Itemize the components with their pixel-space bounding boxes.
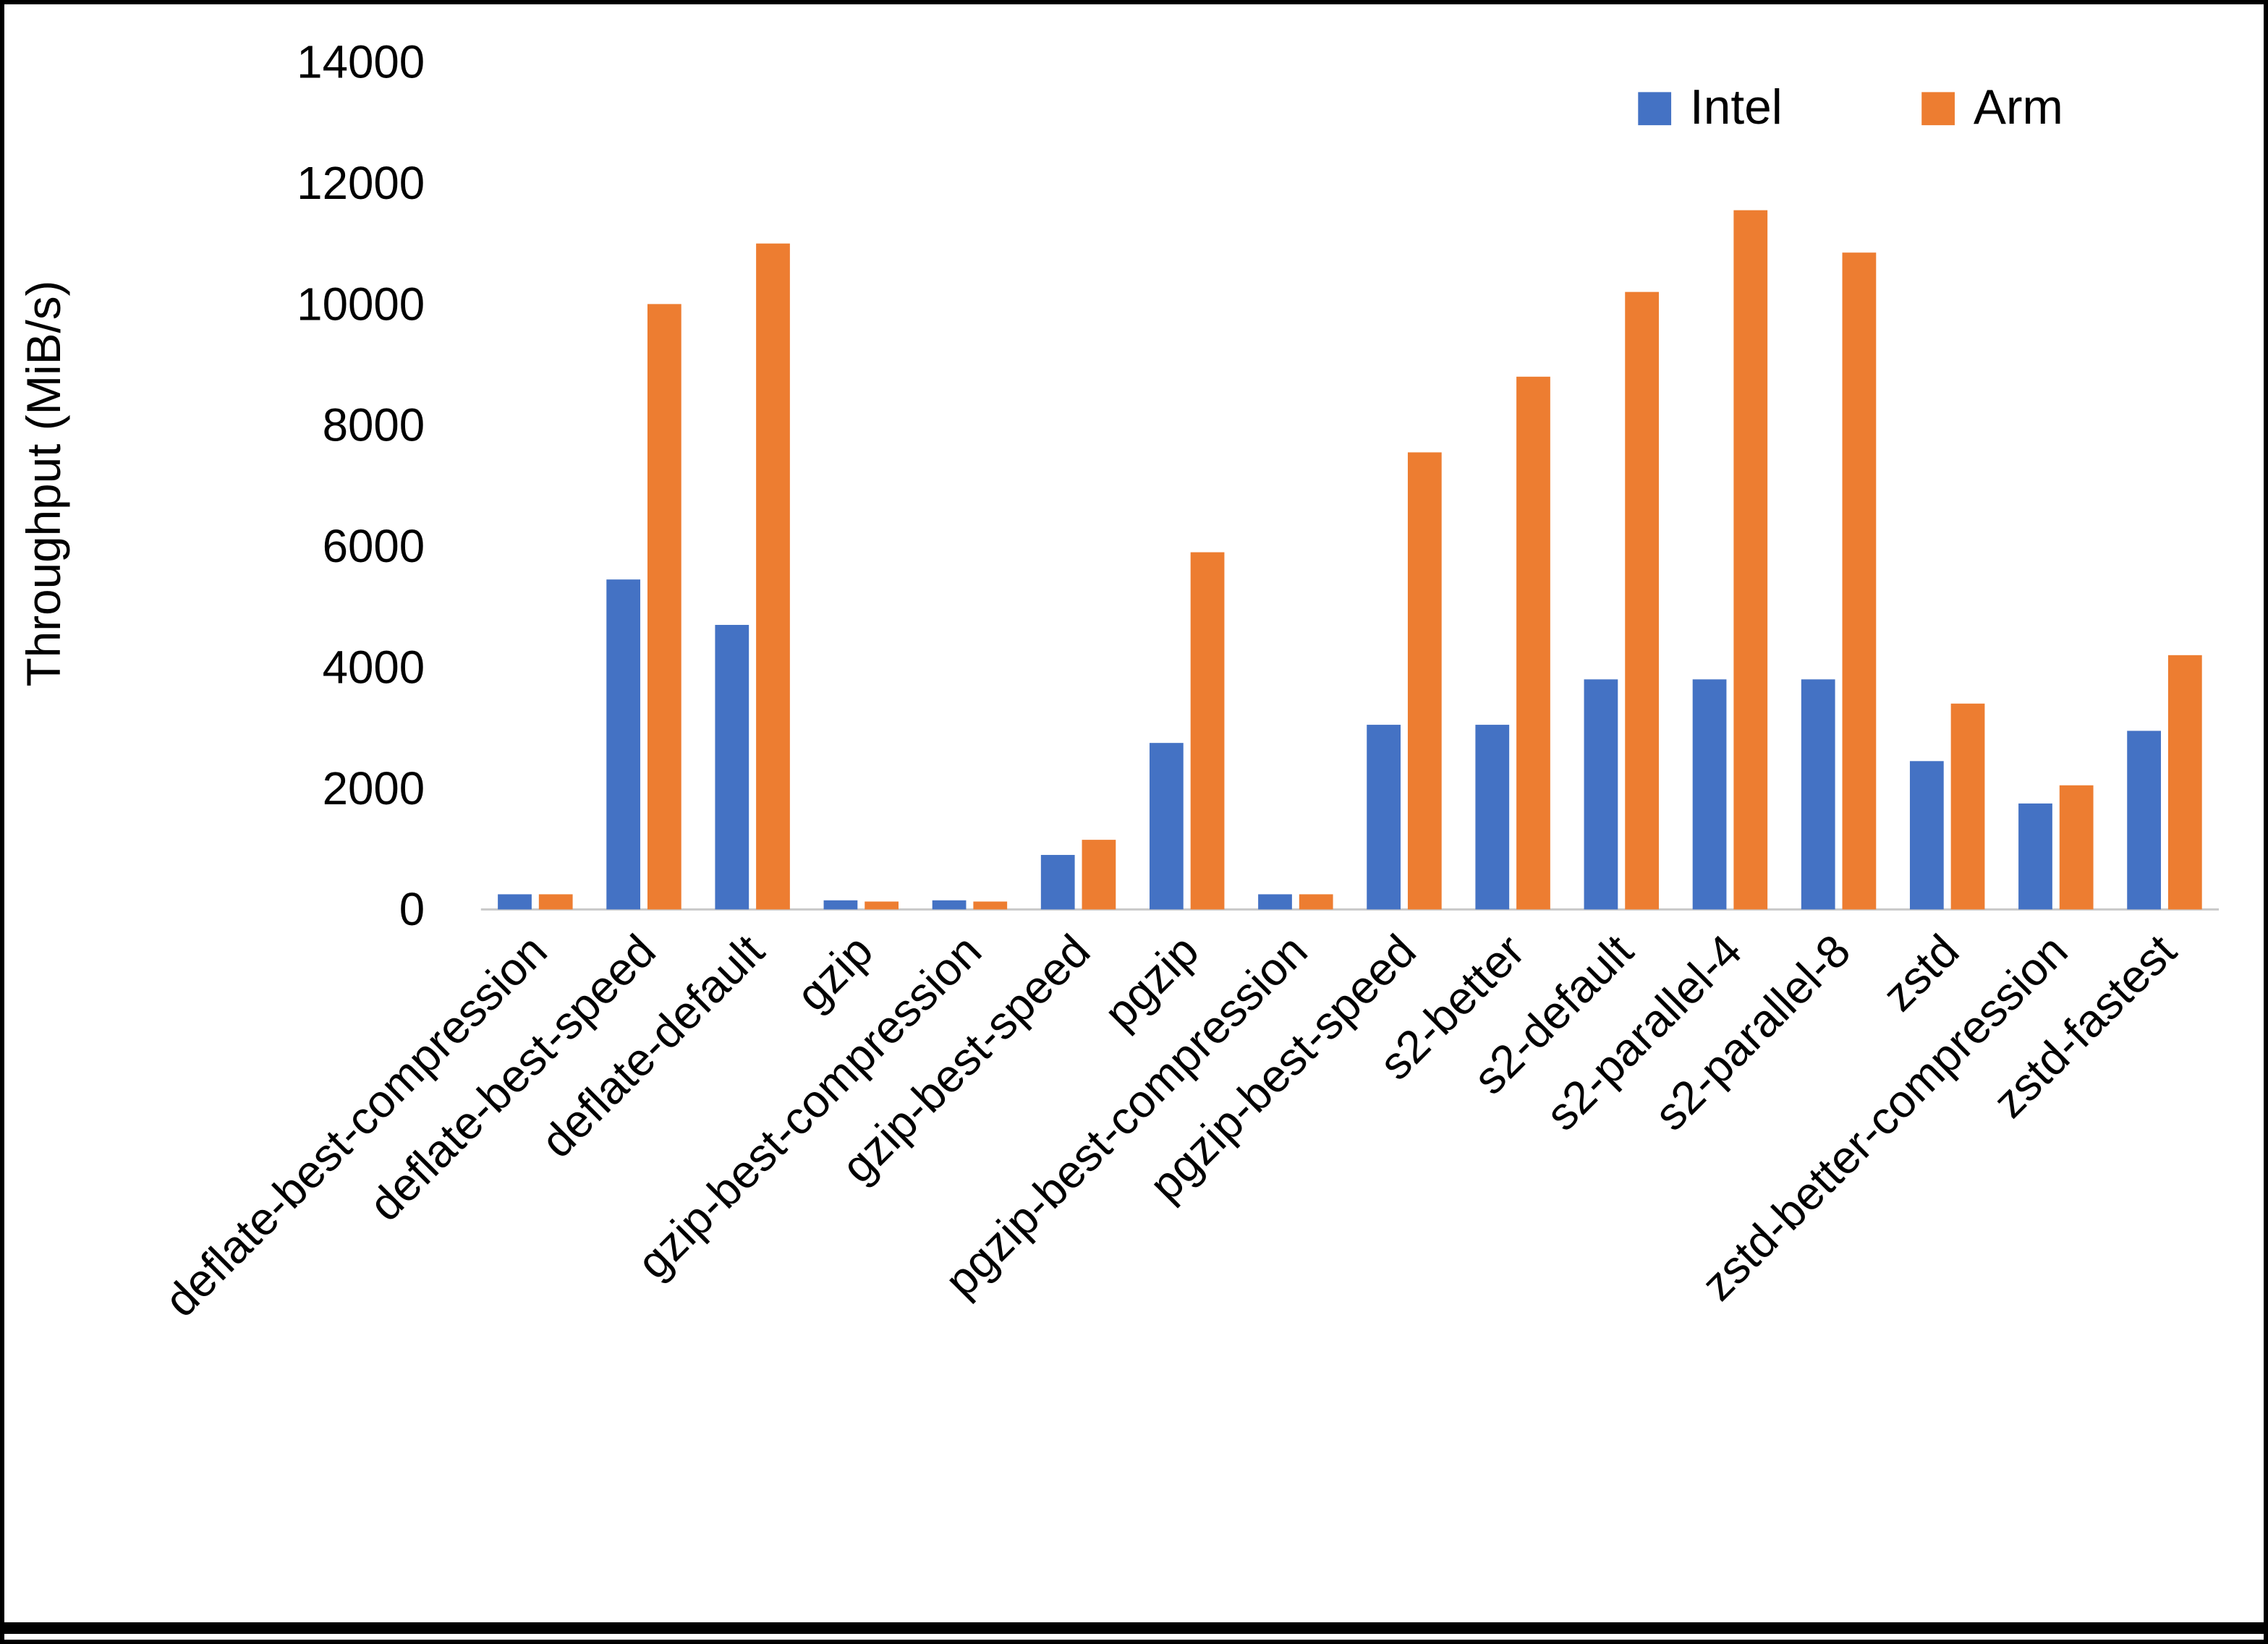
bar-intel-gzip-best-speed	[1040, 855, 1075, 910]
y-tick-label: 2000	[323, 763, 425, 814]
bar-arm-gzip-best-speed	[1082, 840, 1116, 910]
bar-intel-pgzip	[1149, 743, 1184, 910]
bar-intel-s2-parallel-8	[1801, 679, 1835, 910]
bottom-rule	[4, 1622, 2264, 1634]
y-tick-label: 12000	[297, 158, 425, 209]
legend-swatch-intel	[1638, 92, 1672, 126]
y-tick-label: 8000	[323, 400, 425, 451]
bar-arm-deflate-default	[756, 243, 790, 910]
x-category-label: gzip	[786, 925, 883, 1021]
bar-arm-s2-parallel-4	[1733, 210, 1768, 910]
bar-intel-s2-better	[1475, 725, 1510, 910]
bar-arm-zstd-fastest	[2167, 655, 2202, 910]
legend-label-arm: Arm	[1974, 80, 2063, 135]
y-tick-label: 4000	[323, 642, 425, 693]
bar-arm-pgzip-best-compression	[1299, 894, 1333, 910]
bar-arm-s2-better	[1516, 376, 1550, 910]
bar-arm-s2-parallel-8	[1842, 252, 1877, 910]
bar-intel-pgzip-best-compression	[1258, 894, 1292, 910]
bar-intel-pgzip-best-speed	[1367, 725, 1401, 910]
bar-intel-gzip	[823, 900, 858, 910]
bar-arm-deflate-best-compression	[538, 894, 573, 910]
bar-intel-zstd-fastest	[2127, 731, 2161, 910]
x-category-label: zstd	[1873, 925, 1969, 1021]
bar-intel-deflate-best-speed	[606, 579, 641, 910]
bar-arm-gzip-best-compression	[973, 901, 1008, 910]
bar-arm-gzip	[865, 901, 899, 910]
y-axis-title: Throughput (MiB/s)	[17, 281, 70, 687]
bar-arm-pgzip-best-speed	[1407, 452, 1442, 910]
bar-arm-deflate-best-speed	[647, 304, 681, 910]
y-tick-label: 0	[399, 884, 425, 935]
plot-area: 02000400060008000100001200014000deflate-…	[155, 36, 2220, 1326]
bar-arm-zstd-better-compression	[2059, 785, 2094, 910]
bar-intel-deflate-default	[715, 624, 749, 910]
y-tick-label: 14000	[297, 36, 425, 88]
bar-arm-s2-default	[1625, 291, 1659, 910]
bar-arm-pgzip	[1190, 552, 1225, 910]
bar-arm-zstd	[1950, 703, 1985, 910]
bar-intel-zstd-better-compression	[2018, 803, 2052, 910]
legend-label-intel: Intel	[1690, 80, 1783, 135]
bar-intel-gzip-best-compression	[932, 900, 967, 910]
legend-swatch-arm	[1921, 92, 1955, 126]
y-tick-label: 10000	[297, 278, 425, 330]
bar-intel-zstd	[1909, 761, 1944, 910]
legend: Intel Arm	[1638, 80, 2063, 135]
bar-intel-deflate-best-compression	[498, 894, 532, 910]
bar-chart: 02000400060008000100001200014000deflate-…	[17, 36, 2220, 1326]
y-tick-label: 6000	[323, 521, 425, 572]
bar-intel-s2-default	[1584, 679, 1618, 910]
bar-intel-s2-parallel-4	[1692, 679, 1727, 910]
